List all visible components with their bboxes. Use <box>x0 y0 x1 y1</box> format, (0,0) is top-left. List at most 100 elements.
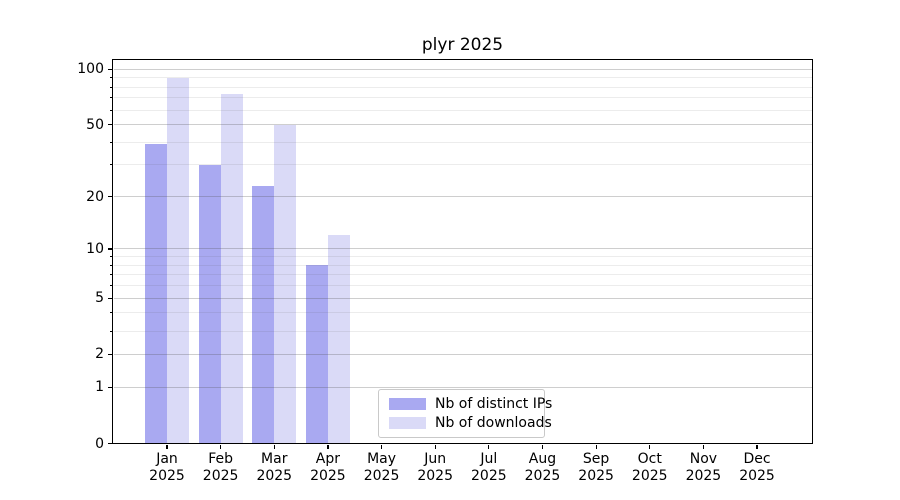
gridline-major <box>113 68 812 70</box>
x-tick-month: Oct <box>637 450 662 467</box>
gridline-minor <box>113 109 812 111</box>
x-tick-year: 2025 <box>310 467 346 484</box>
x-tick-year: 2025 <box>578 467 614 484</box>
x-tick-year: 2025 <box>685 467 722 484</box>
legend-swatch-downloads <box>389 417 426 429</box>
x-tick-year: 2025 <box>524 467 561 484</box>
y-minor-tick-mark <box>109 86 112 88</box>
x-tick-year: 2025 <box>202 467 239 484</box>
y-tick-label: 100 <box>77 61 104 78</box>
x-tick-label: Jun 2025 <box>403 451 467 485</box>
x-tick-year: 2025 <box>471 467 507 484</box>
y-minor-tick-mark <box>109 330 112 332</box>
bar-downloads-jan <box>167 77 189 444</box>
x-tick-label: Nov 2025 <box>671 451 735 485</box>
x-tick-mark <box>649 445 651 449</box>
legend-label-downloads: Nb of downloads <box>435 415 552 431</box>
y-minor-tick-mark <box>109 97 112 99</box>
x-tick-label: Sep 2025 <box>564 451 628 485</box>
x-tick-mark <box>220 445 222 449</box>
y-minor-tick-mark <box>109 256 112 258</box>
x-tick-mark <box>166 445 168 449</box>
x-tick-mark <box>488 445 490 449</box>
y-minor-tick-mark <box>109 312 112 314</box>
gridline-minor <box>113 97 812 99</box>
bar-distinct-ips-jan <box>145 144 167 444</box>
bar-downloads-apr <box>327 235 350 444</box>
x-tick-label: Mar 2025 <box>242 451 306 485</box>
gridline-minor <box>113 86 812 88</box>
y-tick-mark <box>108 442 112 445</box>
bar-distinct-ips-apr <box>305 265 328 444</box>
legend: Nb of distinct IPs Nb of downloads <box>378 389 552 438</box>
gridline-minor <box>113 141 812 143</box>
bar-downloads-mar <box>274 124 297 444</box>
chart-title: plyr 2025 <box>421 35 504 55</box>
x-tick-mark <box>380 445 383 449</box>
x-tick-year: 2025 <box>631 467 668 484</box>
x-tick-year: 2025 <box>149 467 185 484</box>
x-tick-month: Feb <box>208 450 234 467</box>
gridline-minor <box>113 77 812 79</box>
x-tick-month: Dec <box>743 450 771 467</box>
x-tick-label: Dec 2025 <box>725 451 789 485</box>
x-tick-month: Jun <box>424 450 447 467</box>
y-minor-tick-mark <box>109 164 112 166</box>
x-tick-year: 2025 <box>739 467 775 484</box>
x-tick-mark <box>434 445 436 449</box>
y-minor-tick-mark <box>109 285 112 287</box>
y-minor-tick-mark <box>109 109 112 111</box>
y-tick-label: 1 <box>95 379 104 396</box>
y-tick-mark <box>108 297 112 299</box>
gridline-major <box>113 124 812 126</box>
x-tick-month: Apr <box>315 450 341 467</box>
x-tick-label: May 2025 <box>350 451 414 485</box>
y-tick-mark <box>108 123 112 126</box>
x-tick-mark <box>702 445 704 449</box>
legend-swatch-distinct-ips <box>389 398 426 410</box>
x-tick-label: Jan 2025 <box>135 451 199 485</box>
y-minor-tick-mark <box>109 264 112 266</box>
y-tick-label: 20 <box>86 188 104 205</box>
x-tick-mark <box>756 445 758 449</box>
y-tick-mark <box>108 195 112 198</box>
x-tick-year: 2025 <box>256 467 293 484</box>
y-tick-label: 5 <box>95 290 104 307</box>
x-tick-label: Aug 2025 <box>510 451 574 485</box>
x-tick-mark <box>327 445 329 449</box>
x-tick-label: Feb 2025 <box>189 451 253 485</box>
y-tick-mark <box>108 386 112 388</box>
x-tick-mark <box>595 445 597 449</box>
x-tick-label: Apr 2025 <box>296 451 360 485</box>
x-tick-month: Aug <box>528 450 557 467</box>
bar-distinct-ips-mar <box>252 185 275 444</box>
y-tick-label: 0 <box>95 435 104 452</box>
x-tick-month: Mar <box>261 450 288 467</box>
legend-item-downloads: Nb of downloads <box>389 415 552 431</box>
bar-downloads-feb <box>220 94 243 444</box>
bar-distinct-ips-feb <box>198 164 221 444</box>
x-tick-label: Oct 2025 <box>618 451 682 485</box>
y-minor-tick-mark <box>109 141 112 143</box>
x-tick-year: 2025 <box>363 467 400 484</box>
y-tick-mark <box>108 353 112 355</box>
y-tick-label: 10 <box>86 240 104 257</box>
x-tick-month: Jul <box>480 450 498 467</box>
y-tick-mark <box>108 248 112 250</box>
y-minor-tick-mark <box>109 274 112 276</box>
x-tick-year: 2025 <box>417 467 453 484</box>
legend-label-distinct-ips: Nb of distinct IPs <box>435 396 553 412</box>
legend-item-distinct-ips: Nb of distinct IPs <box>389 396 552 412</box>
x-tick-month: Nov <box>689 450 718 467</box>
y-tick-label: 50 <box>86 116 104 133</box>
y-tick-mark <box>108 68 112 70</box>
x-tick-mark <box>541 445 544 449</box>
x-tick-mark <box>273 445 275 449</box>
x-tick-label: Jul 2025 <box>457 451 521 485</box>
y-tick-label: 2 <box>95 346 104 363</box>
y-minor-tick-mark <box>109 77 112 79</box>
x-tick-month: Sep <box>582 450 610 467</box>
x-tick-month: May <box>367 450 397 467</box>
x-tick-month: Jan <box>156 450 178 467</box>
